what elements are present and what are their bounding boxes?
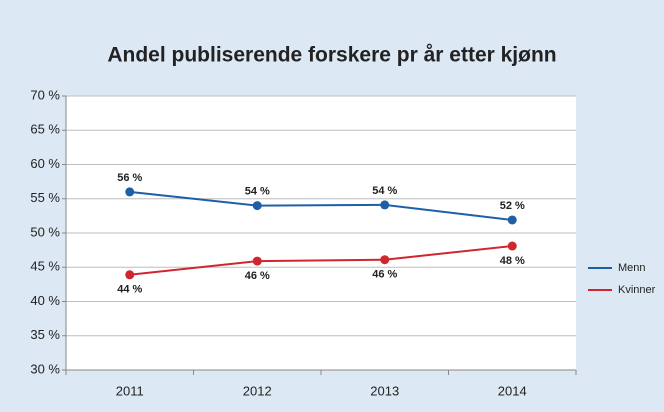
data-label: 48 % xyxy=(500,255,525,267)
y-tick-label: 35 % xyxy=(30,327,60,342)
y-tick-label: 55 % xyxy=(30,190,60,205)
data-point xyxy=(252,256,262,266)
y-tick-label: 70 % xyxy=(30,87,60,102)
data-label: 54 % xyxy=(372,185,397,197)
x-tick-label: 2013 xyxy=(370,383,399,398)
y-tick-label: 30 % xyxy=(30,361,60,376)
data-label: 56 % xyxy=(117,172,142,184)
data-point xyxy=(507,241,517,251)
legend-label: Menn xyxy=(618,262,646,274)
data-label: 52 % xyxy=(500,200,525,212)
data-label: 46 % xyxy=(245,270,270,282)
y-tick-label: 50 % xyxy=(30,224,60,239)
series-line xyxy=(129,190,513,221)
data-point xyxy=(380,255,390,265)
series-line xyxy=(129,245,513,276)
x-tick-label: 2011 xyxy=(116,383,144,398)
y-tick-label: 45 % xyxy=(30,259,60,274)
data-point xyxy=(252,201,262,211)
x-tick-label: 2012 xyxy=(243,383,272,398)
y-tick-label: 65 % xyxy=(30,122,60,137)
data-point xyxy=(507,215,517,225)
y-tick-label: 60 % xyxy=(30,156,60,171)
data-label: 46 % xyxy=(372,269,397,281)
data-point xyxy=(380,200,390,210)
data-point xyxy=(125,187,135,197)
data-label: 44 % xyxy=(117,284,142,296)
data-label: 54 % xyxy=(245,186,270,198)
legend-label: Kvinner xyxy=(618,284,656,296)
data-point xyxy=(125,270,135,280)
chart-title: Andel publiserende forskere pr år etter … xyxy=(107,44,556,67)
y-tick-label: 40 % xyxy=(30,293,60,308)
x-tick-label: 2014 xyxy=(498,383,527,398)
